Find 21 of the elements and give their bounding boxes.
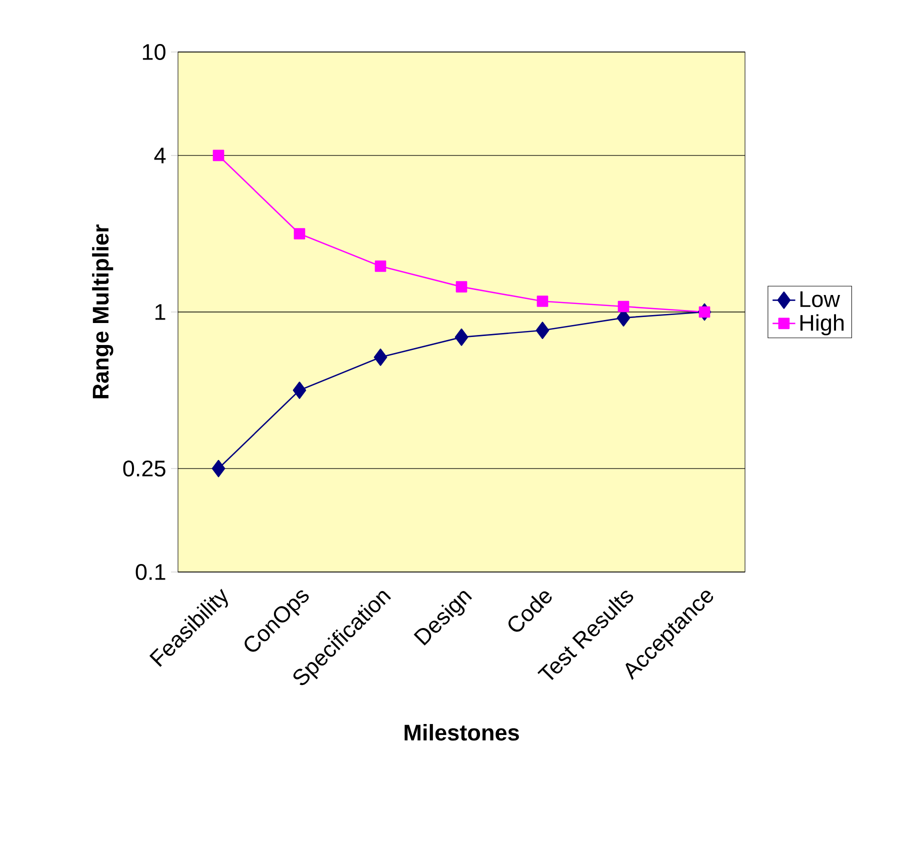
point: [536, 322, 550, 340]
point: [212, 460, 226, 478]
legend-label: Low: [800, 291, 840, 308]
y-tick-label: 1: [155, 304, 166, 320]
point: [618, 300, 630, 312]
point: [292, 382, 306, 399]
y-tick-label: 0.1: [136, 564, 166, 580]
y-axis-title: Range Multiplier: [92, 224, 114, 398]
point: [294, 228, 306, 240]
point: [454, 328, 468, 346]
legend-label: High: [800, 314, 844, 336]
point: [212, 150, 224, 162]
point: [456, 281, 468, 292]
y-tick-label: 4: [154, 148, 166, 164]
point: [374, 260, 386, 272]
point: [698, 306, 710, 318]
y-tick-label: 0.25: [123, 460, 166, 477]
point: [536, 296, 548, 307]
y-tick-label: 10: [142, 44, 166, 60]
point: [374, 348, 388, 366]
x-axis-title: Milestones: [404, 724, 519, 741]
